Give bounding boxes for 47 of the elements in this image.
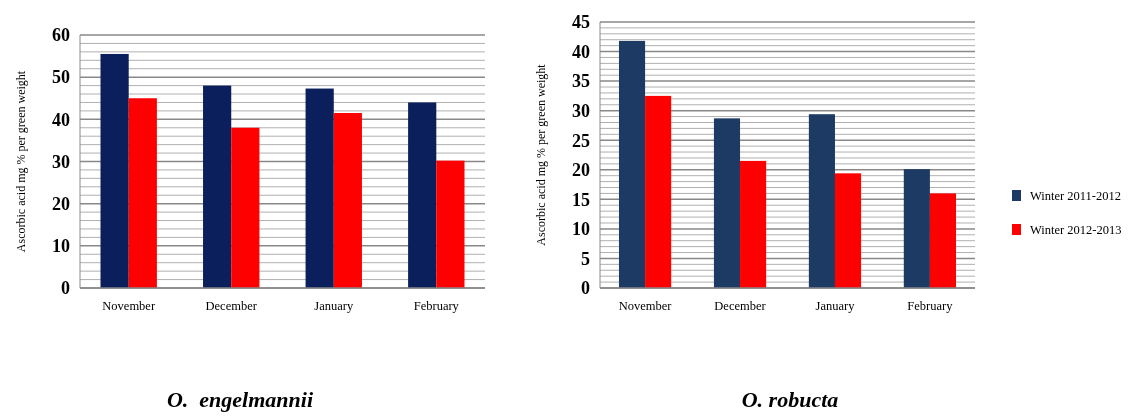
x-tick-label: December (205, 299, 258, 313)
bar (740, 160, 767, 288)
x-tick-label: January (815, 299, 856, 313)
y-tick-label: 25 (572, 130, 590, 151)
legend-label: Winter 2012-2013 (1030, 223, 1122, 238)
bar (808, 114, 835, 288)
bar (713, 118, 741, 288)
x-tick-label: February (413, 299, 460, 313)
y-tick-label: 50 (52, 67, 70, 88)
bar (618, 40, 646, 288)
y-tick-label: 0 (581, 278, 590, 299)
x-tick-label: December (714, 299, 767, 313)
y-tick-label: 20 (52, 193, 70, 214)
x-tick-label: January (314, 299, 354, 313)
bar (100, 53, 129, 288)
y-axis-title: Ascorbic acid mg % per green weight (14, 70, 28, 253)
bar (834, 173, 862, 288)
text: O. engelmannii (166, 387, 314, 412)
y-tick-label: 20 (572, 160, 590, 181)
y-tick-label: 35 (572, 71, 590, 92)
legend-label: Winter 2011-2012 (1030, 189, 1122, 204)
bar (903, 169, 930, 288)
y-tick-label: 30 (572, 100, 590, 121)
y-tick-label: 40 (572, 41, 590, 62)
bar (305, 88, 334, 288)
y-tick-label: 40 (52, 109, 70, 130)
y-tick-label: 0 (61, 278, 70, 299)
x-tick-label: November (618, 299, 673, 313)
y-tick-label: 5 (581, 248, 590, 269)
y-tick-label: 10 (572, 219, 590, 240)
bar (128, 98, 157, 288)
bar (645, 95, 672, 288)
y-axis-title: Ascorbic acid mg % per green weight (534, 63, 548, 246)
x-tick-label: February (907, 299, 954, 313)
bar (333, 113, 362, 288)
bar (231, 127, 260, 288)
bar (408, 102, 437, 288)
x-tick-label: November (102, 299, 156, 313)
bar (203, 85, 232, 288)
bar (929, 193, 957, 288)
y-tick-label: 45 (572, 12, 590, 33)
y-tick-label: 10 (52, 236, 70, 257)
y-tick-label: 60 (52, 25, 70, 46)
bar (436, 160, 465, 288)
y-tick-label: 30 (52, 151, 70, 172)
y-tick-label: 15 (572, 189, 590, 210)
text: O. robucta (741, 387, 839, 412)
